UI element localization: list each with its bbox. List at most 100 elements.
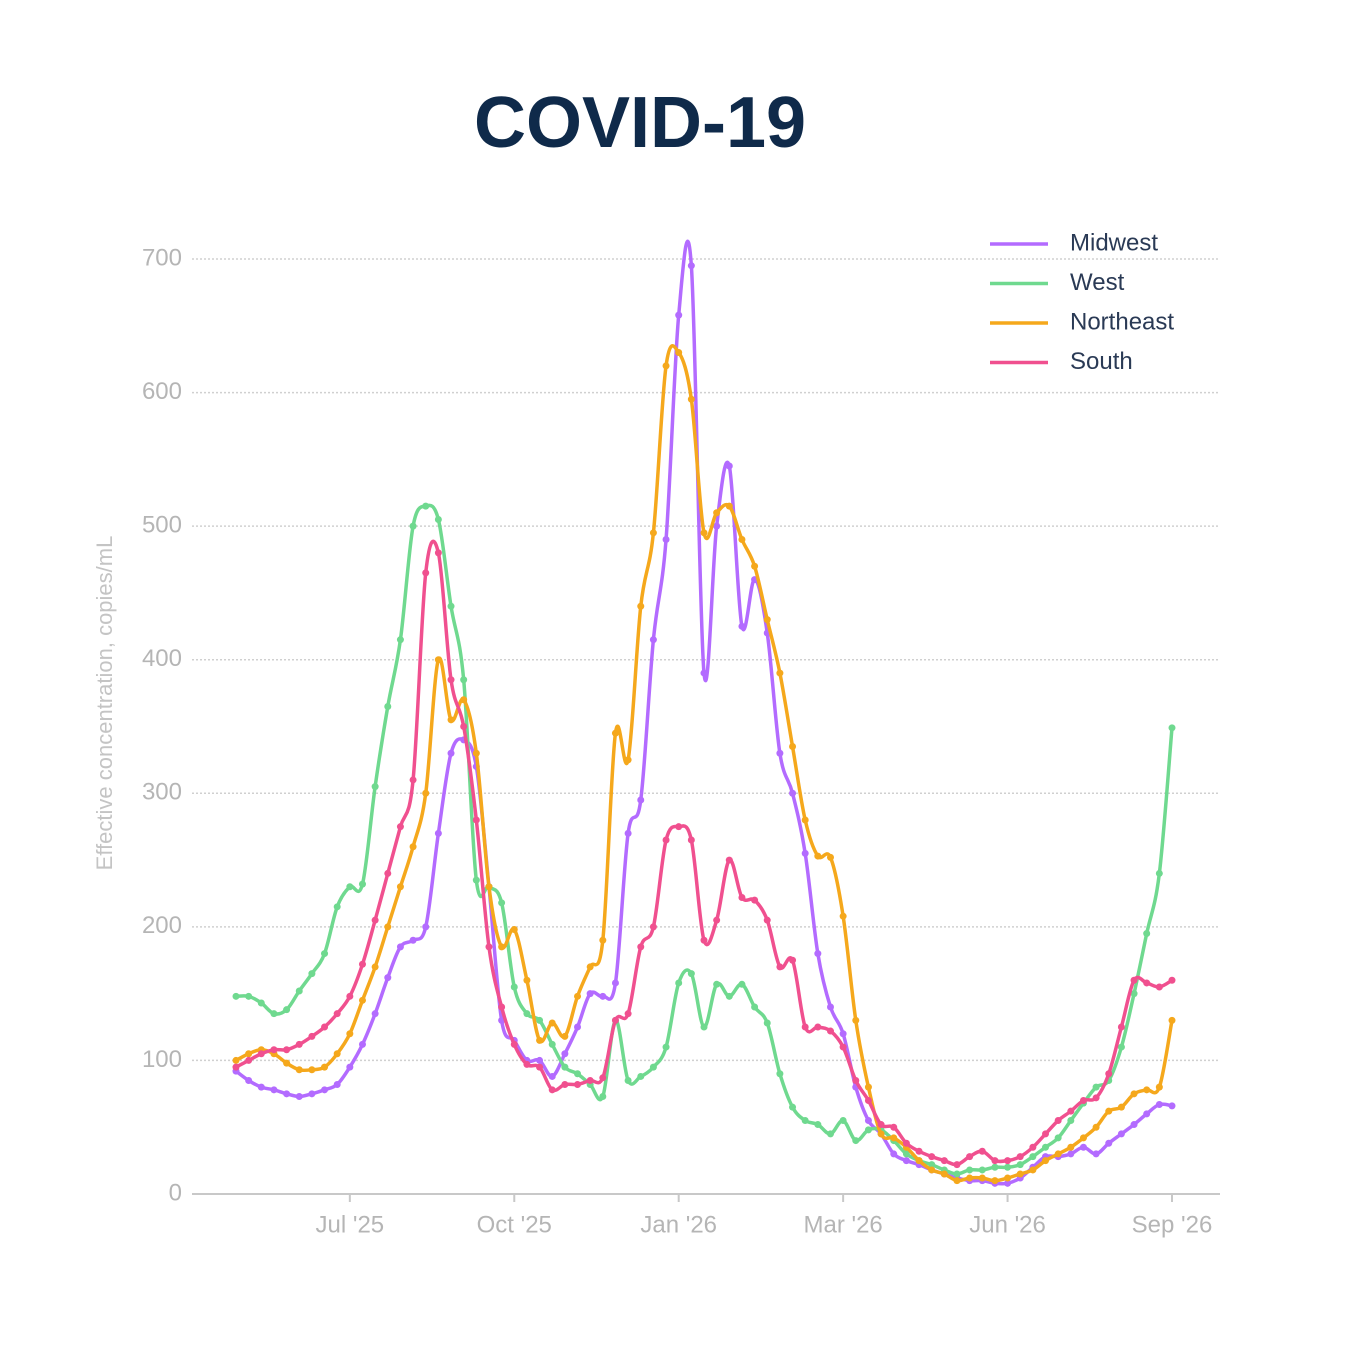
data-point bbox=[232, 1063, 240, 1071]
data-point bbox=[890, 1150, 898, 1158]
data-point bbox=[321, 1023, 329, 1031]
data-point bbox=[434, 829, 442, 837]
data-point bbox=[1168, 976, 1176, 984]
data-point bbox=[624, 829, 632, 837]
data-point bbox=[422, 923, 430, 931]
data-point bbox=[561, 1080, 569, 1088]
data-point bbox=[675, 311, 683, 319]
data-point bbox=[624, 1076, 632, 1084]
data-point bbox=[384, 974, 392, 982]
data-point bbox=[1029, 1166, 1037, 1174]
data-point bbox=[953, 1161, 961, 1169]
data-point bbox=[1029, 1153, 1037, 1161]
data-point bbox=[422, 569, 430, 577]
data-point bbox=[902, 1150, 910, 1158]
data-point bbox=[498, 899, 506, 907]
data-point bbox=[346, 1063, 354, 1071]
data-point bbox=[1117, 1023, 1125, 1031]
data-point bbox=[1117, 1043, 1125, 1051]
data-point bbox=[877, 1121, 885, 1129]
data-point bbox=[1168, 1102, 1176, 1110]
data-point bbox=[662, 536, 670, 543]
data-point bbox=[283, 1006, 291, 1014]
data-point bbox=[384, 869, 392, 877]
data-point bbox=[447, 676, 455, 684]
data-point bbox=[649, 529, 657, 537]
data-point bbox=[1079, 1134, 1087, 1142]
data-point bbox=[409, 936, 417, 944]
x-tick-label: Oct '25 bbox=[477, 1211, 552, 1238]
data-point bbox=[751, 562, 759, 570]
data-point bbox=[662, 362, 670, 370]
data-point bbox=[991, 1157, 999, 1165]
data-point bbox=[283, 1046, 291, 1054]
x-tick-label: Mar '26 bbox=[803, 1211, 882, 1238]
data-point bbox=[346, 1030, 354, 1038]
data-point bbox=[257, 1083, 265, 1091]
data-point bbox=[611, 979, 619, 987]
data-point bbox=[1029, 1143, 1037, 1151]
data-point bbox=[751, 896, 759, 904]
data-point bbox=[687, 970, 695, 978]
data-point bbox=[346, 992, 354, 1000]
data-point bbox=[510, 926, 518, 934]
data-point bbox=[536, 1063, 544, 1071]
data-point bbox=[295, 1040, 303, 1048]
data-point bbox=[321, 1086, 329, 1094]
x-tick-label: Jul '25 bbox=[316, 1211, 385, 1238]
data-point bbox=[1130, 990, 1138, 998]
data-point bbox=[548, 1040, 556, 1048]
data-point bbox=[675, 979, 683, 987]
data-point bbox=[789, 789, 797, 797]
data-point bbox=[371, 783, 379, 791]
data-point bbox=[561, 1050, 569, 1058]
data-point bbox=[1168, 1016, 1176, 1024]
data-point bbox=[978, 1147, 986, 1155]
data-point bbox=[434, 549, 442, 557]
data-point bbox=[574, 1080, 582, 1088]
data-point bbox=[789, 743, 797, 751]
data-point bbox=[776, 963, 784, 971]
data-point bbox=[586, 963, 594, 971]
data-point bbox=[523, 976, 531, 984]
data-point bbox=[864, 1117, 872, 1125]
data-point bbox=[1155, 1101, 1163, 1109]
data-point bbox=[814, 852, 822, 860]
data-point bbox=[1092, 1083, 1100, 1091]
data-point bbox=[713, 980, 721, 988]
data-point bbox=[536, 1056, 544, 1064]
data-point bbox=[561, 1032, 569, 1040]
legend-label: West bbox=[1070, 269, 1125, 296]
data-point bbox=[498, 1003, 506, 1011]
y-tick-label: 600 bbox=[142, 378, 182, 405]
data-point bbox=[371, 963, 379, 971]
data-point bbox=[966, 1153, 974, 1161]
data-point bbox=[384, 702, 392, 710]
data-point bbox=[687, 836, 695, 844]
data-point bbox=[776, 1070, 784, 1078]
data-point bbox=[700, 1023, 708, 1031]
data-point bbox=[624, 1010, 632, 1018]
data-point bbox=[675, 349, 683, 356]
data-point bbox=[940, 1157, 948, 1165]
data-point bbox=[915, 1157, 923, 1165]
data-point bbox=[738, 893, 746, 901]
data-point bbox=[510, 983, 518, 991]
data-point bbox=[371, 1010, 379, 1018]
data-point bbox=[460, 676, 468, 684]
data-point bbox=[1130, 1121, 1138, 1129]
data-point bbox=[1067, 1117, 1075, 1125]
data-point bbox=[283, 1090, 291, 1098]
data-point bbox=[700, 529, 708, 537]
data-point bbox=[548, 1072, 556, 1080]
chart-title: COVID-19 bbox=[474, 83, 806, 163]
data-point bbox=[434, 515, 442, 523]
data-point bbox=[1155, 983, 1163, 991]
data-point bbox=[321, 950, 329, 958]
data-point bbox=[649, 636, 657, 644]
data-point bbox=[1079, 1097, 1087, 1104]
data-point bbox=[1004, 1179, 1012, 1187]
data-point bbox=[561, 1063, 569, 1071]
data-point bbox=[852, 1016, 860, 1024]
